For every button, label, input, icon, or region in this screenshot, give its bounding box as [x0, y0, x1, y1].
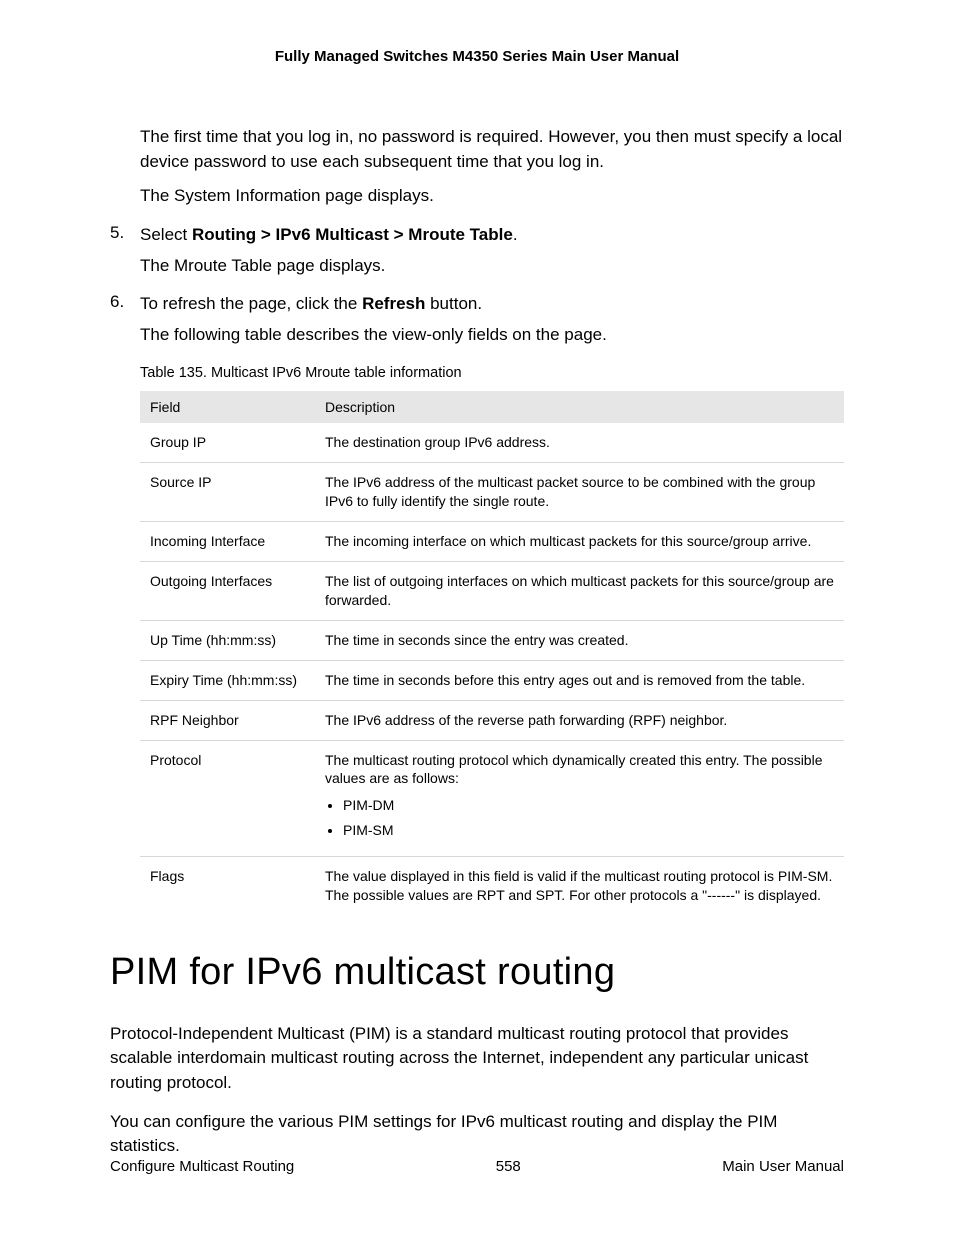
section-heading: PIM for IPv6 multicast routing [110, 951, 844, 994]
section-paragraph-1: Protocol-Independent Multicast (PIM) is … [110, 1022, 844, 1096]
table-row: RPF Neighbor The IPv6 address of the rev… [140, 700, 844, 740]
step-6-tail: button. [425, 294, 482, 313]
table-header-description: Description [315, 391, 844, 423]
protocol-values-list: PIM-DM PIM-SM [343, 796, 834, 840]
footer-left: Configure Multicast Routing [110, 1158, 294, 1175]
protocol-value-item: PIM-SM [343, 821, 834, 840]
table-cell-desc: The time in seconds since the entry was … [315, 620, 844, 660]
table-caption: Table 135. Multicast IPv6 Mroute table i… [140, 365, 844, 381]
table-cell-desc: The value displayed in this field is val… [315, 857, 844, 915]
table-cell-field: Up Time (hh:mm:ss) [140, 620, 315, 660]
table-cell-field: Source IP [140, 463, 315, 522]
table-cell-desc: The IPv6 address of the reverse path for… [315, 700, 844, 740]
step-5-result: The Mroute Table page displays. [140, 254, 844, 279]
step-6-number: 6. [110, 292, 140, 317]
table-row: Incoming Interface The incoming interfac… [140, 522, 844, 562]
table-cell-desc: The list of outgoing interfaces on which… [315, 562, 844, 621]
table-cell-desc: The time in seconds before this entry ag… [315, 660, 844, 700]
step-6-button-name: Refresh [362, 294, 425, 313]
table-cell-desc: The multicast routing protocol which dyn… [315, 740, 844, 857]
section-paragraph-2: You can configure the various PIM settin… [110, 1110, 844, 1159]
protocol-desc-text: The multicast routing protocol which dyn… [325, 752, 823, 787]
footer-page-number: 558 [496, 1158, 521, 1175]
step-5-navpath: Routing > IPv6 Multicast > Mroute Table [192, 225, 513, 244]
step-5-tail: . [513, 225, 518, 244]
table-cell-field: RPF Neighbor [140, 700, 315, 740]
page-footer: Configure Multicast Routing 558 Main Use… [110, 1158, 844, 1175]
intro-paragraph-2: The System Information page displays. [140, 184, 844, 209]
step-5-number: 5. [110, 223, 140, 248]
table-row: Flags The value displayed in this field … [140, 857, 844, 915]
table-cell-field: Group IP [140, 423, 315, 462]
footer-right: Main User Manual [722, 1158, 844, 1175]
table-cell-desc: The IPv6 address of the multicast packet… [315, 463, 844, 522]
page-header-title: Fully Managed Switches M4350 Series Main… [110, 48, 844, 65]
mroute-table: Field Description Group IP The destinati… [140, 391, 844, 914]
table-cell-field: Incoming Interface [140, 522, 315, 562]
table-row: Source IP The IPv6 address of the multic… [140, 463, 844, 522]
table-row: Outgoing Interfaces The list of outgoing… [140, 562, 844, 621]
table-row: Expiry Time (hh:mm:ss) The time in secon… [140, 660, 844, 700]
step-6-result: The following table describes the view-o… [140, 323, 844, 348]
table-cell-field: Protocol [140, 740, 315, 857]
table-cell-field: Outgoing Interfaces [140, 562, 315, 621]
table-row: Protocol The multicast routing protocol … [140, 740, 844, 857]
table-cell-desc: The destination group IPv6 address. [315, 423, 844, 462]
step-6-lead: To refresh the page, click the [140, 294, 362, 313]
table-cell-field: Expiry Time (hh:mm:ss) [140, 660, 315, 700]
step-5-lead: Select [140, 225, 192, 244]
table-cell-field: Flags [140, 857, 315, 915]
table-header-row: Field Description [140, 391, 844, 423]
step-5-instruction: Select Routing > IPv6 Multicast > Mroute… [140, 223, 518, 248]
step-6-instruction: To refresh the page, click the Refresh b… [140, 292, 482, 317]
table-row: Up Time (hh:mm:ss) The time in seconds s… [140, 620, 844, 660]
table-row: Group IP The destination group IPv6 addr… [140, 423, 844, 462]
step-6: 6. To refresh the page, click the Refres… [110, 292, 844, 317]
table-cell-desc: The incoming interface on which multicas… [315, 522, 844, 562]
intro-paragraph-1: The first time that you log in, no passw… [140, 125, 844, 174]
protocol-value-item: PIM-DM [343, 796, 834, 815]
step-5: 5. Select Routing > IPv6 Multicast > Mro… [110, 223, 844, 248]
table-header-field: Field [140, 391, 315, 423]
